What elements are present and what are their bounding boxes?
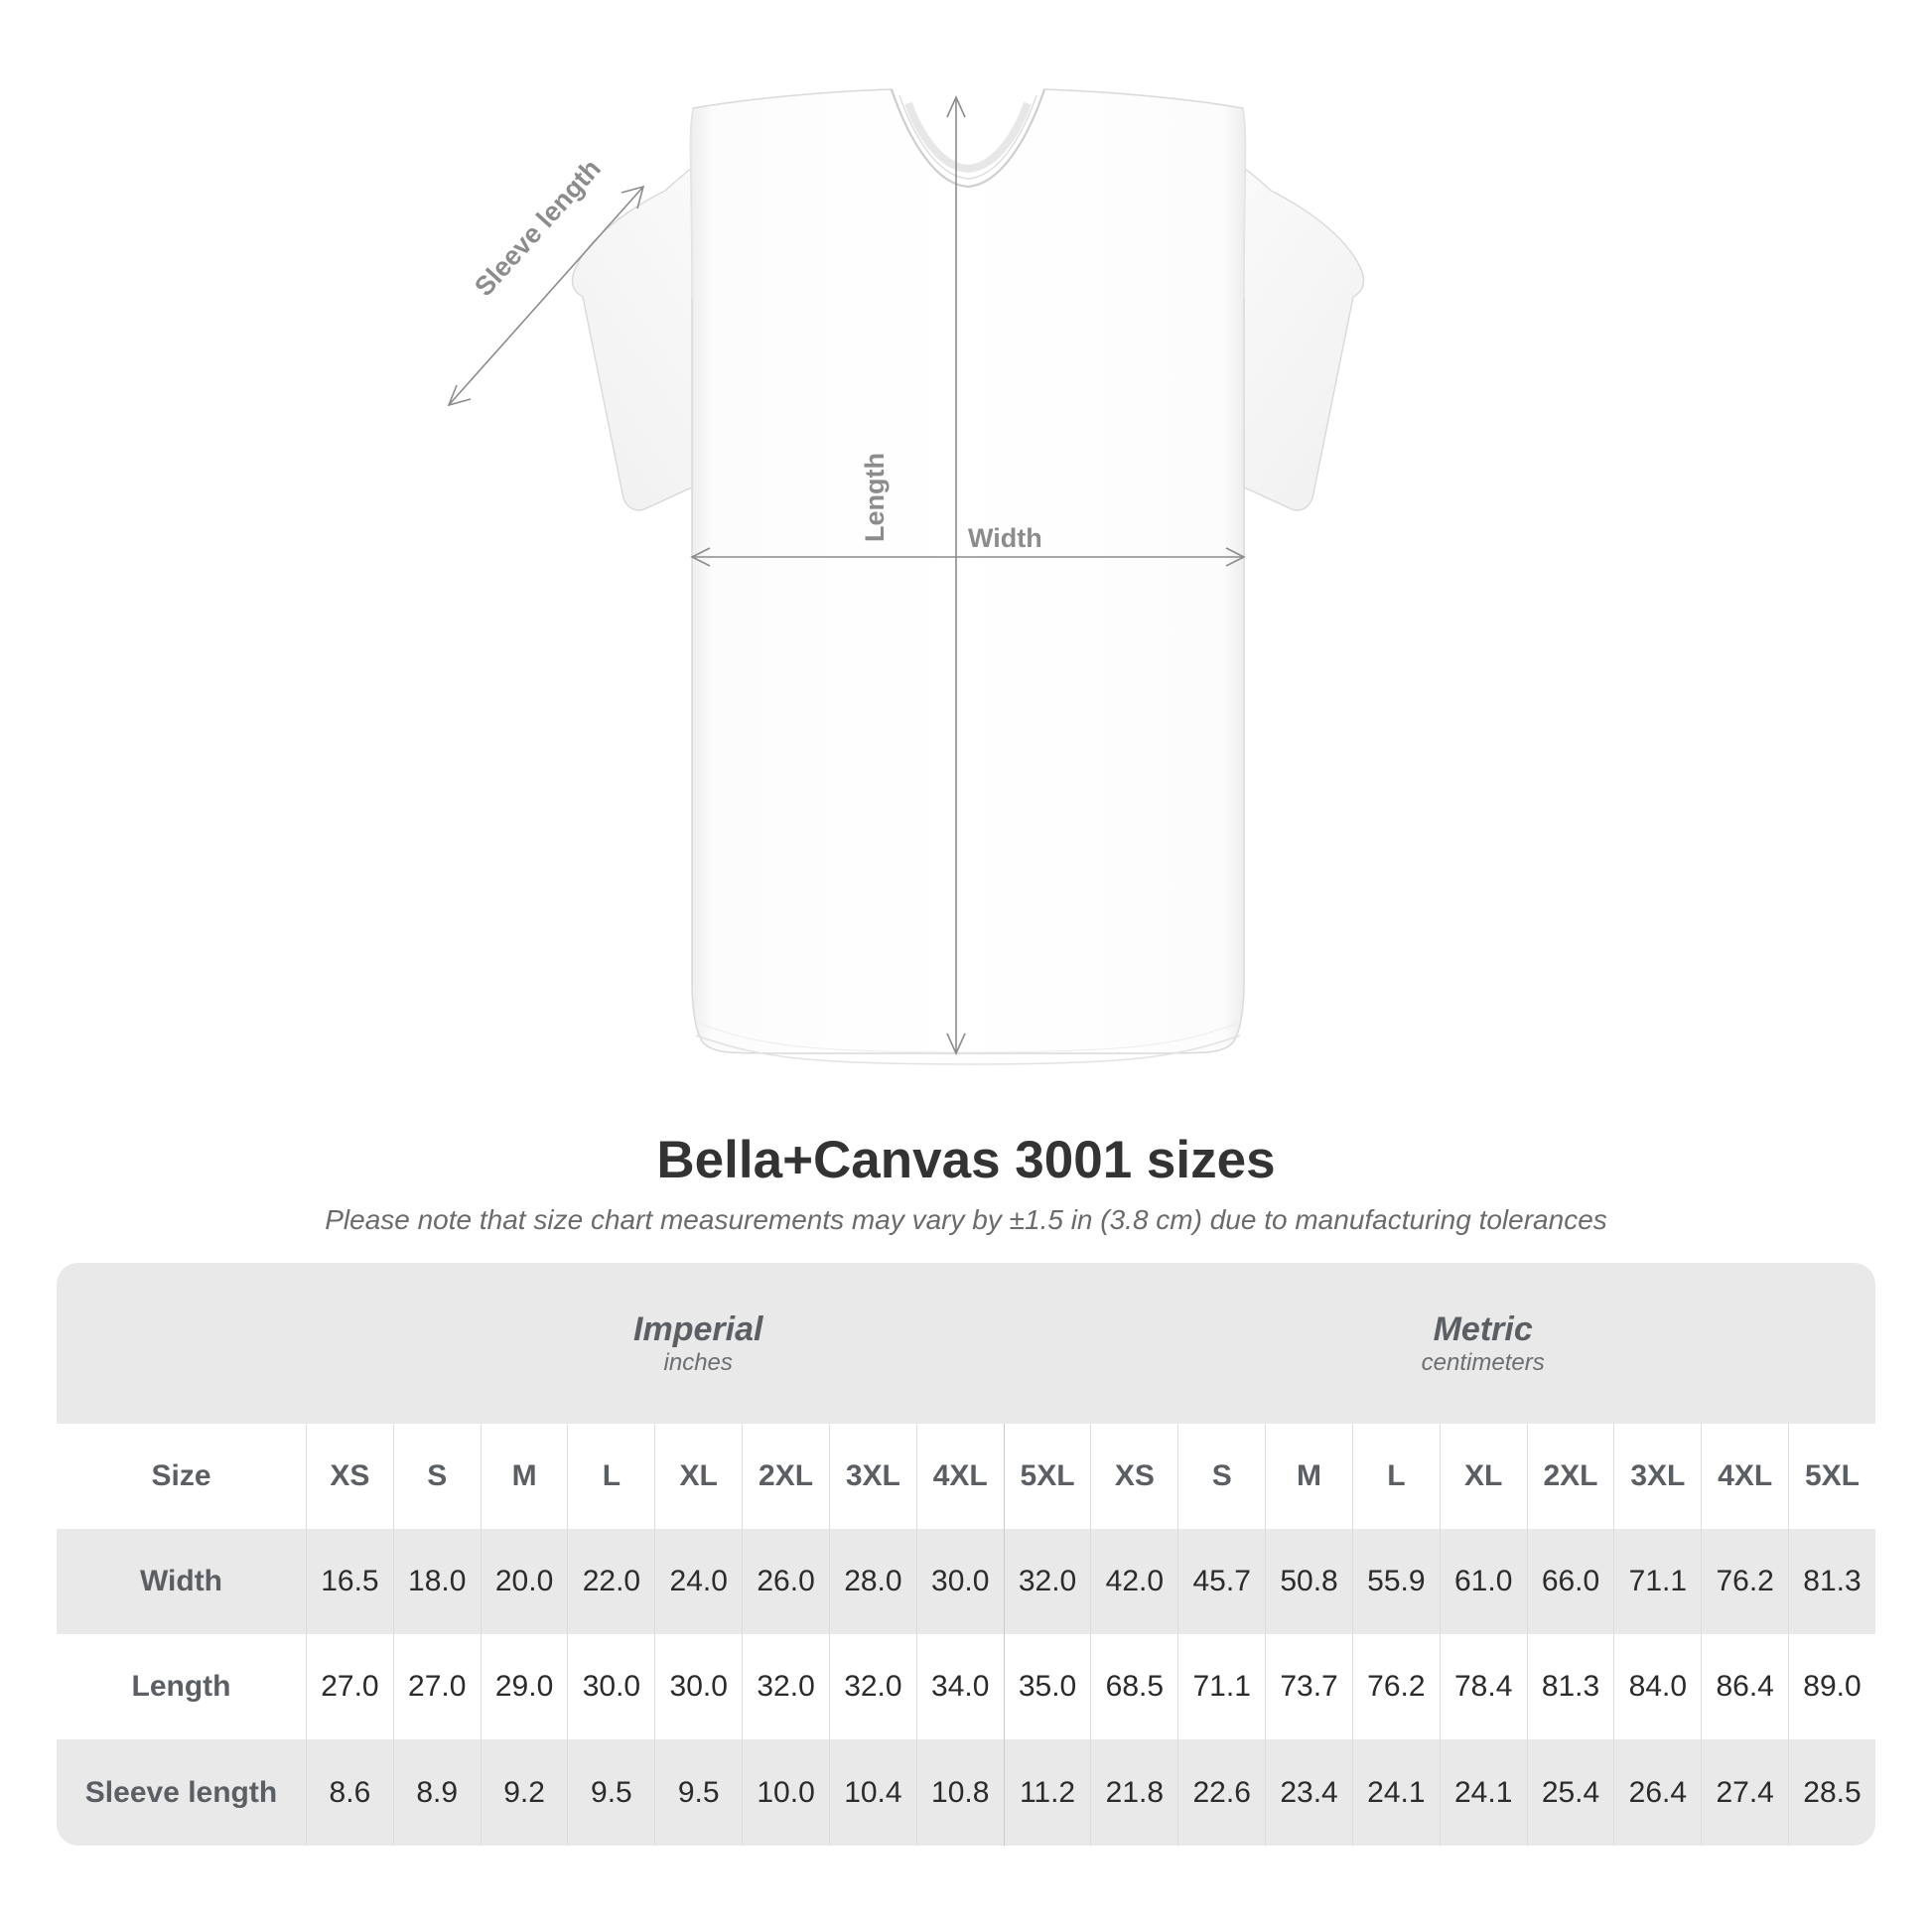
svg-text:Length: Length — [860, 453, 890, 542]
svg-text:Width: Width — [968, 523, 1042, 553]
